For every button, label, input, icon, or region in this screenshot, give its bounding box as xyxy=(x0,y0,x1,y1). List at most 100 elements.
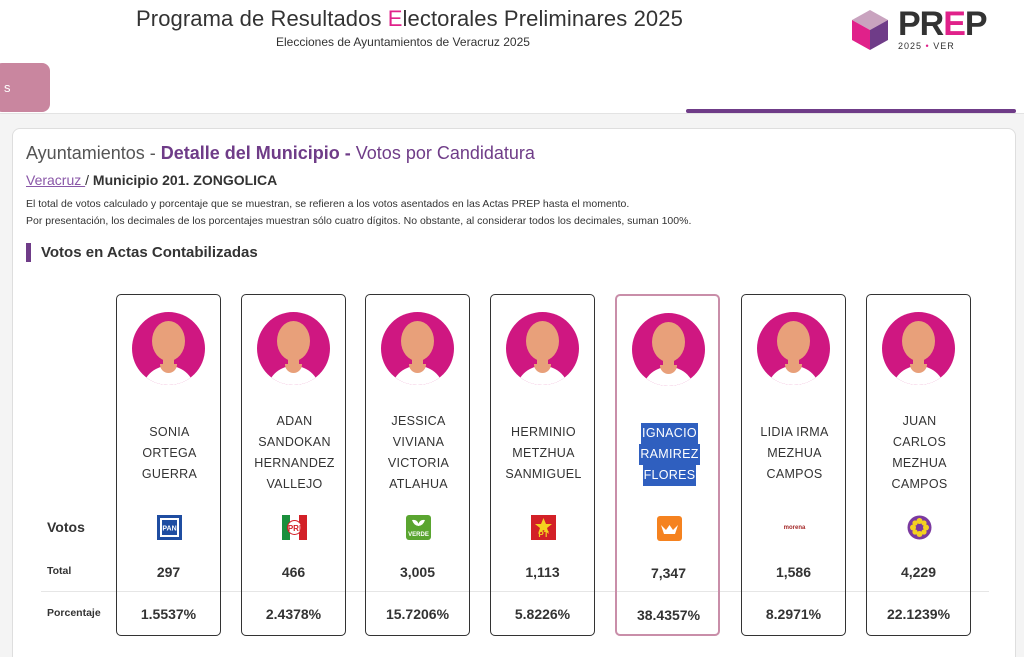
candidate-name-line: ATLAHUA xyxy=(389,477,448,491)
candidate-card[interactable]: HERMINIO METZHUA SANMIGUEL PT 1,113 5.8226% xyxy=(490,294,595,636)
flower-logo-icon xyxy=(907,515,932,540)
candidate-name-line: LIDIA IRMA xyxy=(760,424,829,439)
candidate-percentage: 5.8226% xyxy=(514,606,571,622)
candidate-total-votes: 4,229 xyxy=(900,564,937,580)
candidate-card[interactable]: IGNACIO RAMIREZ FLORES 7,347 38.4357% xyxy=(615,294,720,636)
candidate-name-line: VICTORIA xyxy=(387,456,450,470)
candidate-name-line: CAMPOS xyxy=(766,466,823,481)
candidate-name-line: IGNACIO xyxy=(641,422,698,444)
candidate-name: IGNACIO RAMIREZ FLORES xyxy=(619,410,720,498)
candidate-avatar xyxy=(381,312,454,385)
candidate-name: SONIA ORTEGA GUERRA xyxy=(119,409,220,497)
row-label-total: Total xyxy=(47,565,72,577)
header-title-part: Programa de Resultados xyxy=(136,6,388,31)
logo-dot: • xyxy=(925,41,930,51)
info-note-decimals: Por presentación, los decimales de los p… xyxy=(26,215,692,227)
logo-text-part: P xyxy=(964,5,988,43)
prep-logo-text: PREP xyxy=(898,5,988,44)
header-subtitle: Elecciones de Ayuntamientos de Veracruz … xyxy=(276,35,530,49)
candidate-name-line: GUERRA xyxy=(141,466,198,481)
nav-active-indicator xyxy=(686,109,1016,113)
logo-text-part: PR xyxy=(898,5,944,43)
results-card: Ayuntamientos - Detalle del Municipio - … xyxy=(12,128,1016,657)
candidate-name-line: METZHUA xyxy=(512,445,575,460)
candidate-name-line: HERMINIO xyxy=(511,424,576,439)
title-view: Votos por Candidatura xyxy=(355,143,535,163)
candidate-name-line: VIVIANA xyxy=(392,435,445,449)
candidate-name-line: VALLEJO xyxy=(266,477,323,491)
breadcrumb: Veracruz / Municipio 201. ZONGOLICA xyxy=(26,172,277,188)
row-label-porcentaje: Porcentaje xyxy=(47,607,101,619)
candidate-name: JUAN CARLOS MEZHUA CAMPOS xyxy=(869,409,970,497)
candidate-name-line: JUAN xyxy=(902,414,937,428)
svg-text:VERDE: VERDE xyxy=(408,532,429,538)
candidate-name-line: MEZHUA xyxy=(767,445,822,460)
candidate-name-line: SANMIGUEL xyxy=(505,466,582,481)
nav-tab-active[interactable]: s xyxy=(0,63,50,112)
candidate-avatar xyxy=(632,313,705,386)
candidate-name: HERMINIO METZHUA SANMIGUEL xyxy=(493,409,594,497)
candidate-avatar xyxy=(132,312,205,385)
row-label-votos: Votos xyxy=(47,519,85,535)
section-marker xyxy=(26,243,31,262)
mc-logo-icon xyxy=(657,516,682,541)
candidate-percentage: 38.4357% xyxy=(636,607,701,623)
nav-strip: s xyxy=(0,62,1024,114)
breadcrumb-current: Municipio 201. ZONGOLICA xyxy=(92,172,278,188)
candidate-total-votes: 7,347 xyxy=(650,565,687,581)
card-title: Ayuntamientos - Detalle del Municipio - … xyxy=(26,143,535,164)
title-section: Ayuntamientos - xyxy=(26,143,161,163)
header-title-part: lectorales Preliminares 2025 xyxy=(402,6,683,31)
candidate-name-line: RAMIREZ xyxy=(639,443,700,465)
candidate-name-line: JESSICA xyxy=(391,414,446,428)
candidate-name: ADAN SANDOKAN HERNANDEZ VALLEJO xyxy=(244,409,345,497)
header-title-highlight: E xyxy=(387,6,403,31)
candidate-name-line: SANDOKAN xyxy=(258,435,331,449)
candidate-total-votes: 466 xyxy=(281,564,306,580)
logo-state: VER xyxy=(933,41,955,51)
candidate-name: LIDIA IRMA MEZHUA CAMPOS xyxy=(744,409,845,497)
svg-text:morena: morena xyxy=(784,525,806,531)
candidate-total-votes: 1,113 xyxy=(525,564,560,580)
candidate-name-line: ADAN xyxy=(276,414,313,428)
breadcrumb-link-veracruz[interactable]: Veracruz xyxy=(26,172,86,188)
candidate-percentage: 22.1239% xyxy=(886,606,951,622)
verde-logo-icon: VERDE xyxy=(406,515,431,540)
candidate-name-line: FLORES xyxy=(642,464,697,486)
pan-logo-icon: PAN xyxy=(157,515,182,540)
candidate-avatar xyxy=(257,312,330,385)
candidate-name-line: MEZHUA xyxy=(892,456,947,470)
page-header-title: Programa de Resultados Electorales Preli… xyxy=(136,6,683,32)
candidate-card[interactable]: LIDIA IRMA MEZHUA CAMPOS morena 1,586 8.2971% xyxy=(741,294,846,636)
candidate-percentage: 8.2971% xyxy=(765,606,822,622)
candidate-name: JESSICA VIVIANA VICTORIA ATLAHUA xyxy=(368,409,469,497)
candidate-percentage: 15.7206% xyxy=(385,606,450,622)
logo-text-e: E xyxy=(943,5,966,43)
pt-logo-icon: PT xyxy=(531,515,556,540)
candidate-avatar xyxy=(757,312,830,385)
candidate-total-votes: 3,005 xyxy=(399,564,436,580)
row-divider xyxy=(41,591,989,592)
candidate-card[interactable]: JESSICA VIVIANA VICTORIA ATLAHUA VERDE 3,005 1… xyxy=(365,294,470,636)
prep-logo[interactable]: PREP 2025 • VER xyxy=(848,4,1008,56)
header: Programa de Resultados Electorales Preli… xyxy=(0,0,1024,62)
candidate-card[interactable]: JUAN CARLOS MEZHUA CAMPOS 4,229 22.1239% xyxy=(866,294,971,636)
candidate-name-line: SONIA xyxy=(149,424,190,439)
section-title: Votos en Actas Contabilizadas xyxy=(41,244,258,261)
candidate-card[interactable]: SONIA ORTEGA GUERRA PAN 297 1.5537% xyxy=(116,294,221,636)
svg-text:PRI: PRI xyxy=(288,524,301,533)
candidate-total-votes: 297 xyxy=(156,564,181,580)
candidate-percentage: 2.4378% xyxy=(265,606,322,622)
candidate-name-line: ORTEGA xyxy=(142,445,197,460)
candidate-card[interactable]: ADAN SANDOKAN HERNANDEZ VALLEJO PRI 466 2.4378… xyxy=(241,294,346,636)
info-note-totals: El total de votos calculado y porcentaje… xyxy=(26,198,630,210)
pri-logo-icon: PRI xyxy=(282,515,307,540)
candidate-percentage: 1.5537% xyxy=(140,606,197,622)
candidate-avatar xyxy=(882,312,955,385)
candidate-name-line: CARLOS xyxy=(892,435,947,449)
svg-text:PAN: PAN xyxy=(162,526,176,533)
morena-logo-icon: morena xyxy=(782,515,807,540)
breadcrumb-separator: / xyxy=(85,172,93,188)
prep-logo-year: 2025 • VER xyxy=(898,41,955,51)
candidate-total-votes: 1,586 xyxy=(775,564,812,580)
